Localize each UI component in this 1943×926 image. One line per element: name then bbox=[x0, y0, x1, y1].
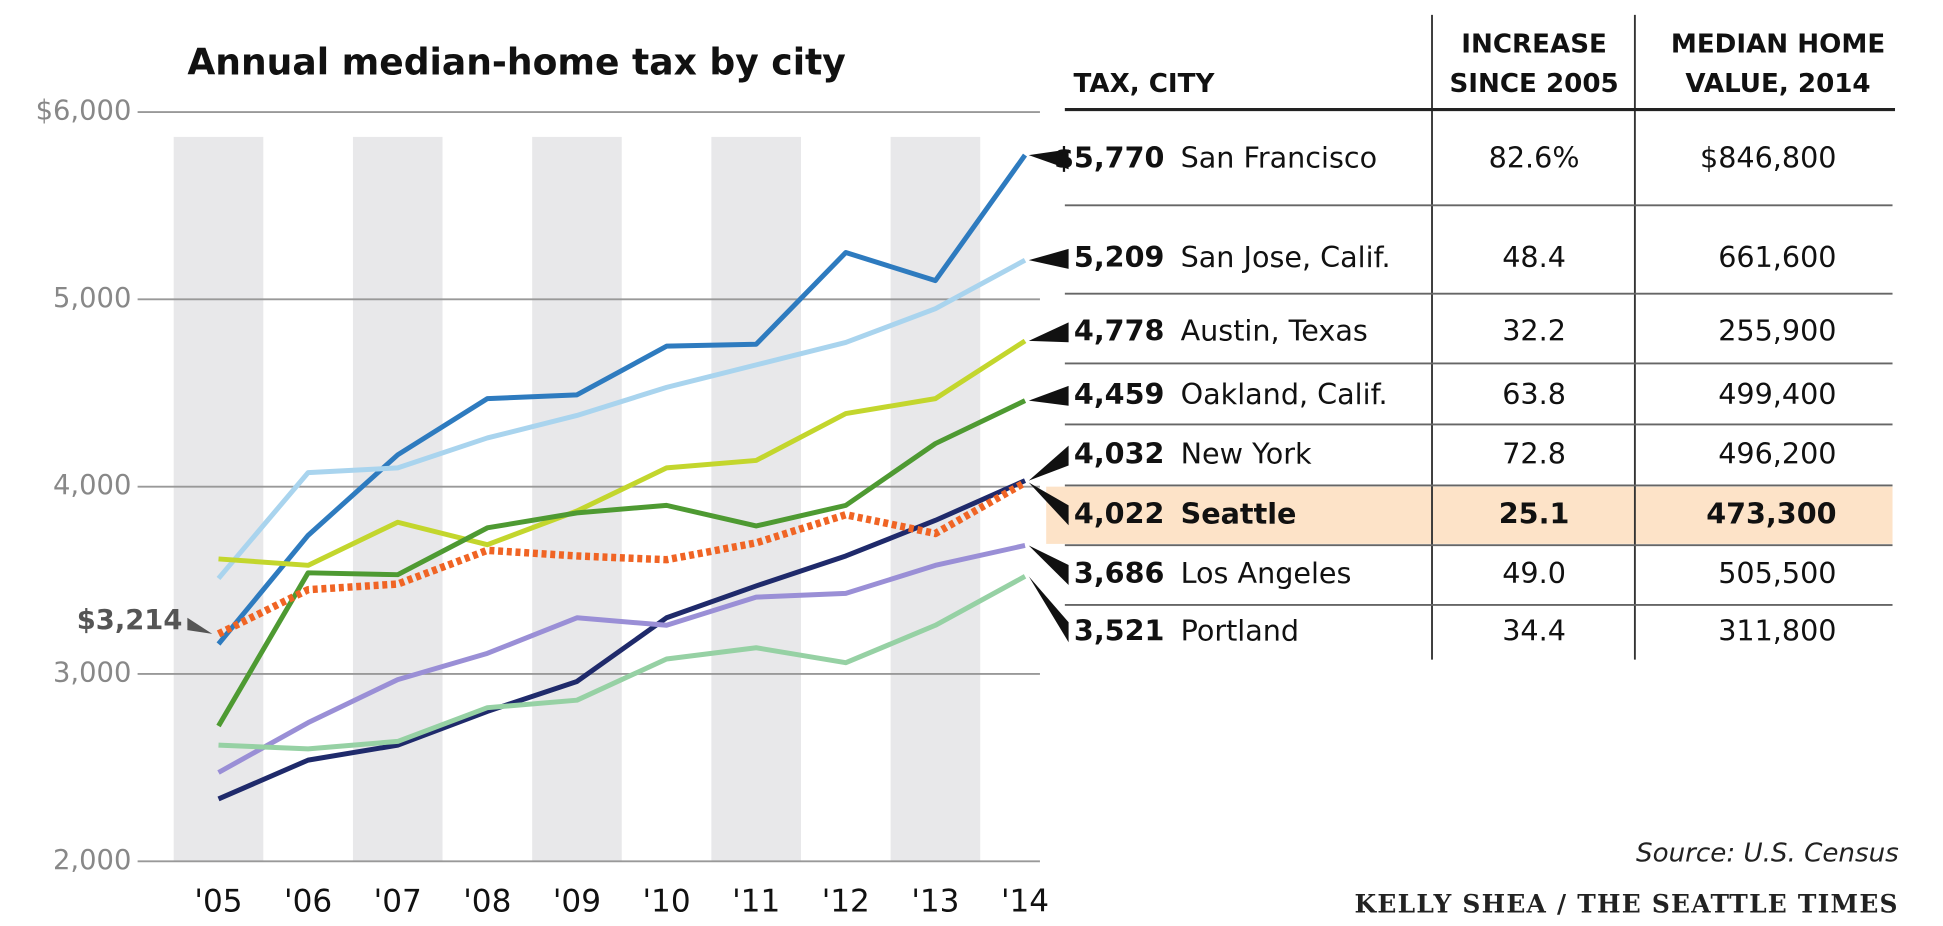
x-tick-label: '12 bbox=[822, 883, 870, 919]
increase-cell: 49.0 bbox=[1502, 556, 1566, 590]
row-highlight bbox=[1046, 486, 1893, 544]
increase-cell: 82.6% bbox=[1489, 140, 1580, 174]
city-label: Oakland, Calif. bbox=[1181, 377, 1388, 411]
series-line bbox=[216, 153, 1028, 646]
increase-cell: 72.8 bbox=[1502, 437, 1566, 471]
city-label: San Francisco bbox=[1181, 140, 1378, 174]
plot-background bbox=[173, 136, 981, 862]
series-line bbox=[217, 543, 1026, 775]
pointer bbox=[1028, 322, 1069, 343]
table-header: SINCE 2005 bbox=[1449, 69, 1618, 99]
city-label: Seattle bbox=[1181, 496, 1297, 530]
annotation: $3,214 bbox=[77, 605, 183, 636]
x-tick-label: '07 bbox=[374, 883, 422, 919]
x-tick-label: '13 bbox=[911, 883, 959, 919]
home-value-cell: 255,900 bbox=[1718, 313, 1836, 347]
pointer bbox=[1028, 545, 1069, 585]
tax-label: 4,778 bbox=[1074, 313, 1164, 347]
city-label: Austin, Texas bbox=[1181, 313, 1368, 347]
increase-cell: 32.2 bbox=[1502, 313, 1566, 347]
tax-label: $5,770 bbox=[1054, 140, 1164, 174]
series-line bbox=[218, 338, 1027, 568]
home-value-cell: 505,500 bbox=[1718, 556, 1836, 590]
column-band bbox=[173, 136, 264, 862]
home-value-cell: $846,800 bbox=[1700, 140, 1837, 174]
tax-label: 4,032 bbox=[1074, 437, 1164, 471]
y-tick-label: 2,000 bbox=[53, 845, 131, 876]
x-tick-label: '11 bbox=[732, 883, 780, 919]
x-tick-label: '05 bbox=[194, 883, 242, 919]
x-tick-label: '09 bbox=[553, 883, 601, 919]
source: Source: U.S. Census bbox=[1636, 838, 1899, 868]
pointer bbox=[1028, 445, 1069, 481]
x-tick-label: '10 bbox=[642, 883, 690, 919]
increase-cell: 34.4 bbox=[1502, 613, 1566, 647]
home-value-cell: 661,600 bbox=[1718, 240, 1836, 274]
table-header: VALUE, 2014 bbox=[1685, 69, 1870, 99]
chart-title: Annual median-home tax by city bbox=[187, 42, 845, 84]
series-line bbox=[216, 398, 1027, 728]
city-label: New York bbox=[1181, 437, 1312, 471]
y-tick-label: 4,000 bbox=[53, 470, 131, 501]
home-value-cell: 311,800 bbox=[1718, 613, 1836, 647]
tax-label: 4,022 bbox=[1074, 496, 1164, 530]
pointer bbox=[1028, 385, 1069, 406]
series-line bbox=[218, 574, 1027, 752]
pointer bbox=[1028, 576, 1069, 643]
pointer bbox=[1028, 248, 1069, 269]
tax-label: 3,521 bbox=[1074, 613, 1164, 647]
column-band bbox=[890, 136, 981, 862]
home-value-cell: 496,200 bbox=[1718, 437, 1836, 471]
tax-label: 3,686 bbox=[1074, 556, 1164, 590]
tax-label: 5,209 bbox=[1074, 240, 1164, 274]
city-label: San Jose, Calif. bbox=[1181, 240, 1391, 274]
city-label: Los Angeles bbox=[1181, 556, 1352, 590]
pointer bbox=[1028, 149, 1069, 170]
y-tick-label: $6,000 bbox=[36, 96, 132, 127]
x-tick-label: '06 bbox=[284, 883, 332, 919]
column-band bbox=[532, 136, 622, 862]
series-line bbox=[216, 257, 1027, 581]
table-header: TAX, CITY bbox=[1074, 69, 1216, 99]
home-value-cell: 473,300 bbox=[1706, 496, 1836, 530]
credit: KELLY SHEA / THE SEATTLE TIMES bbox=[1355, 890, 1899, 919]
increase-cell: 48.4 bbox=[1502, 240, 1566, 274]
increase-cell: 25.1 bbox=[1499, 496, 1570, 530]
pointer bbox=[1028, 482, 1069, 526]
x-tick-label: '08 bbox=[463, 883, 511, 919]
annotation-pointer bbox=[187, 617, 213, 634]
series-line bbox=[216, 479, 1027, 638]
table-header: INCREASE bbox=[1461, 29, 1607, 59]
table-header: MEDIAN HOME bbox=[1671, 29, 1885, 59]
tax-label: 4,459 bbox=[1074, 377, 1164, 411]
city-label: Portland bbox=[1181, 613, 1300, 647]
y-tick-label: 5,000 bbox=[53, 283, 131, 314]
increase-cell: 63.8 bbox=[1502, 377, 1566, 411]
x-tick-label: '14 bbox=[1001, 883, 1049, 919]
home-value-cell: 499,400 bbox=[1718, 377, 1836, 411]
series-line bbox=[217, 478, 1027, 802]
column-band bbox=[711, 136, 801, 862]
y-tick-label: 3,000 bbox=[53, 657, 131, 688]
